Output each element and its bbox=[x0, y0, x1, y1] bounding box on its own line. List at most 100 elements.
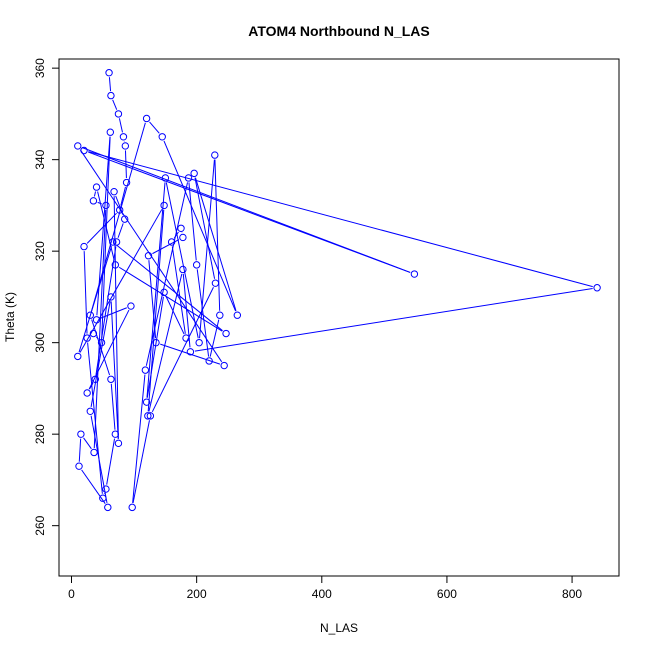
series-line-segment bbox=[95, 246, 117, 375]
series-line-segment bbox=[147, 209, 165, 412]
x-tick-label: 400 bbox=[312, 587, 332, 601]
series-line-segment bbox=[88, 151, 593, 288]
series-line-segment bbox=[194, 177, 216, 279]
data-point bbox=[142, 398, 151, 406]
data-point bbox=[146, 412, 155, 420]
chart-title: ATOM4 Northbound N_LAS bbox=[248, 23, 429, 39]
data-point bbox=[120, 215, 129, 223]
data-point bbox=[97, 338, 106, 347]
data-point bbox=[160, 201, 168, 210]
data-point bbox=[86, 311, 94, 319]
data-point bbox=[107, 375, 115, 383]
series-line-segment bbox=[78, 246, 112, 353]
y-axis-label: Theta (K) bbox=[3, 292, 17, 342]
data-point bbox=[92, 316, 101, 324]
data-point bbox=[80, 242, 88, 251]
series-line-segment bbox=[81, 469, 106, 504]
data-point bbox=[182, 334, 190, 342]
x-tick-label: 800 bbox=[562, 587, 582, 601]
series-line-segment bbox=[97, 201, 102, 205]
data-point bbox=[222, 329, 230, 338]
series-line-segment bbox=[194, 287, 593, 352]
data-point bbox=[74, 142, 82, 150]
data-point bbox=[107, 293, 115, 301]
data-point bbox=[111, 261, 120, 269]
data-point bbox=[109, 238, 117, 246]
series-line-segment bbox=[79, 209, 163, 353]
series-line-segment bbox=[165, 296, 185, 335]
x-axis: 0 200 400 600 800 bbox=[68, 575, 582, 601]
data-point bbox=[80, 146, 88, 155]
series-line-segment bbox=[96, 336, 99, 340]
data-point bbox=[141, 366, 150, 374]
series-line-segment bbox=[145, 182, 189, 366]
series-line-segment bbox=[146, 296, 164, 398]
series-line-segment bbox=[110, 301, 119, 439]
data-point bbox=[160, 288, 168, 297]
series-line-segment bbox=[79, 149, 223, 363]
data-point bbox=[190, 169, 198, 178]
data-point bbox=[83, 334, 91, 342]
data-point bbox=[211, 151, 219, 159]
data-point bbox=[144, 412, 152, 420]
data-point bbox=[115, 206, 124, 214]
data-point bbox=[107, 91, 115, 100]
series-line-segment bbox=[171, 246, 186, 334]
data-point bbox=[112, 238, 121, 246]
data-point bbox=[106, 128, 115, 136]
data-point bbox=[205, 357, 213, 365]
series-line-segment bbox=[173, 231, 179, 239]
series-line-segment bbox=[83, 437, 92, 450]
series-line-segment bbox=[120, 186, 126, 206]
series-line-segment bbox=[91, 122, 146, 312]
data-point bbox=[111, 430, 120, 438]
series-line-segment bbox=[117, 223, 124, 238]
data-point bbox=[99, 494, 107, 502]
plot-frame bbox=[58, 58, 620, 577]
data-point bbox=[77, 430, 85, 438]
y-tick-label: 300 bbox=[33, 332, 47, 352]
series-line-segment bbox=[108, 77, 112, 92]
data-point bbox=[122, 178, 131, 187]
y-tick-label: 280 bbox=[33, 424, 47, 444]
data-point bbox=[89, 329, 98, 338]
data-point bbox=[192, 261, 201, 269]
data-point bbox=[114, 110, 123, 118]
data-point bbox=[92, 183, 101, 191]
y-tick-label: 340 bbox=[33, 149, 47, 169]
data-point bbox=[410, 270, 419, 278]
series-line-segment bbox=[132, 374, 146, 503]
series-line-segment bbox=[148, 273, 183, 412]
data-point bbox=[179, 233, 187, 242]
data-point bbox=[220, 361, 228, 370]
data-point bbox=[128, 503, 136, 512]
data-point bbox=[127, 302, 135, 310]
data-point bbox=[184, 174, 193, 182]
series-line-segment bbox=[100, 307, 127, 319]
data-point bbox=[114, 439, 123, 448]
series-line-segment bbox=[88, 151, 411, 273]
series-line-segment bbox=[165, 182, 199, 339]
data-point bbox=[186, 348, 195, 356]
data-point bbox=[104, 503, 112, 512]
data-point bbox=[83, 389, 91, 397]
series-line-segment bbox=[115, 195, 124, 216]
data-point bbox=[90, 448, 98, 457]
data-point bbox=[74, 352, 82, 361]
data-point bbox=[119, 133, 128, 141]
series-line-segment bbox=[182, 273, 191, 348]
data-point bbox=[158, 133, 166, 141]
data-point bbox=[91, 375, 99, 383]
series-lines bbox=[78, 77, 593, 504]
series-line-segment bbox=[86, 212, 117, 244]
data-point bbox=[233, 311, 242, 319]
series-line-segment bbox=[199, 159, 215, 339]
series-line-segment bbox=[78, 438, 82, 462]
series-line-segment bbox=[93, 209, 107, 448]
series-line-segment bbox=[160, 343, 221, 365]
series-line-segment bbox=[196, 269, 210, 357]
data-point bbox=[216, 311, 224, 319]
y-axis: 260 280 300 320 340 360 bbox=[33, 58, 60, 536]
